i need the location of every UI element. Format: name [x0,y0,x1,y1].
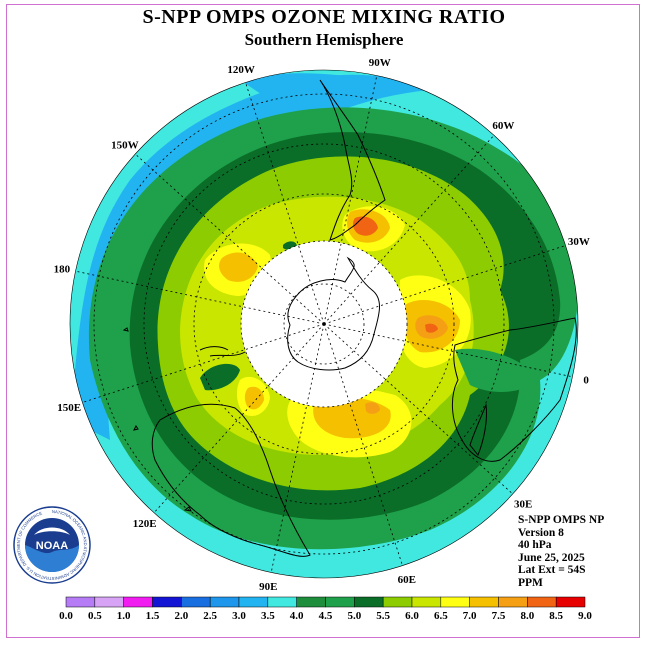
colorbar-swatch [354,596,384,608]
graticule [93,93,555,555]
meridian-line [323,245,566,325]
meridians [75,75,573,573]
colorbar-swatch [65,596,96,608]
longitude-label-30e: 30E [514,498,532,510]
meridian-line [323,323,573,378]
colorbar-tick-label: 1.5 [146,610,160,622]
pressure-level: 40 hPa [518,539,552,551]
units-label: PPM [518,576,543,589]
colorbar-swatch [325,596,355,608]
meridian-line [323,75,378,325]
longitude-labels: 0 30W 60W 90W 120W 150W 180 150E 120E 90E 60E 30E [54,57,590,593]
meridian-line [245,82,325,325]
colorbar-tick-label: 3.0 [232,610,246,622]
noaa-logo: NOAA NATIONAL OCEANIC AND ATMOSPHERIC AD… [13,506,91,584]
colorbar-tick-label: 7.5 [492,610,506,622]
longitude-label-120e: 120E [133,518,157,530]
meridian-line [153,323,325,514]
colorbar-swatch [267,596,297,608]
longitude-label-150w: 150W [111,140,139,152]
longitude-label-150e: 150E [57,402,81,414]
colorbar-tick-label: 6.0 [405,610,419,622]
colorbar-swatch [296,596,326,608]
product-name: S-NPP OMPS NP [518,514,605,526]
colorbar-tick-label: 2.5 [203,610,217,622]
colorbar-swatch [152,596,182,608]
colorbar-tick-label: 6.5 [434,610,448,622]
meridian-line [75,270,325,325]
longitude-label-60w: 60W [492,120,514,132]
map-title: S-NPP OMPS OZONE MIXING RATIO [142,6,506,28]
colorbar-tick-label: 3.5 [261,610,275,622]
colorbar-tick-label: 0.0 [59,610,73,622]
map-boundary [69,69,579,579]
colorbar: 0.0 0.5 1.0 1.5 2.0 2.5 3.0 3.5 4.0 4.5 5.0 5.5 6.0 6… [59,596,592,622]
page-frame [6,4,640,638]
longitude-label-90w: 90W [369,57,391,69]
colorbar-tick-label: 5.5 [376,610,390,622]
meridian-line [270,323,325,573]
colorbar-tick-label: 1.0 [117,610,131,622]
coastlines [122,79,577,557]
colorbar-tick-label: 9.0 [578,610,592,622]
colorbar-tick-label: 0.5 [88,610,102,622]
noaa-logo-text: NOAA [36,540,68,552]
meridian-line [134,153,325,325]
longitude-label-30w: 30W [568,236,590,248]
longitude-label-60e: 60E [398,574,416,586]
colorbar-tick-label: 7.0 [463,610,477,622]
colorbar-swatch [181,596,211,608]
meridian-line [323,323,403,566]
colorbar-tick-label: 4.5 [319,610,333,622]
product-version: Version 8 [518,526,564,539]
colorbar-tick-label: 8.5 [549,610,563,622]
colorbar-swatch [411,596,442,608]
colorbar-swatch [123,596,153,608]
colorbar-swatch [94,596,124,608]
colorbar-swatch [382,596,413,608]
meridian-line [82,323,325,403]
colorbar-swatch [238,596,269,608]
longitude-label-120w: 120W [227,64,255,76]
product-info: S-NPP OMPS NP Version 8 40 hPa June 25, … [518,514,604,589]
colorbar-tick-label: 2.0 [174,610,188,622]
colorbar-tick-label: 4.0 [290,610,304,622]
colorbar-swatch [209,596,240,608]
colorbar-swatch [527,596,557,608]
colorbar-swatch [469,596,499,608]
meridian-line [323,323,514,495]
map-subtitle: Southern Hemisphere [244,30,404,49]
longitude-label-180: 180 [54,263,71,275]
observation-date: June 25, 2025 [518,551,585,564]
colorbar-swatch [555,596,586,608]
colorbar-tick-label: 5.0 [347,610,361,622]
colorbar-tick-label: 8.0 [520,610,534,622]
longitude-label-0: 0 [583,375,589,387]
meridian-line [323,134,495,325]
latitude-extent: Lat Ext = 54S [518,564,586,576]
colorbar-swatch [440,596,470,608]
longitude-label-90e: 90E [259,581,277,593]
colorbar-swatch [498,596,528,608]
